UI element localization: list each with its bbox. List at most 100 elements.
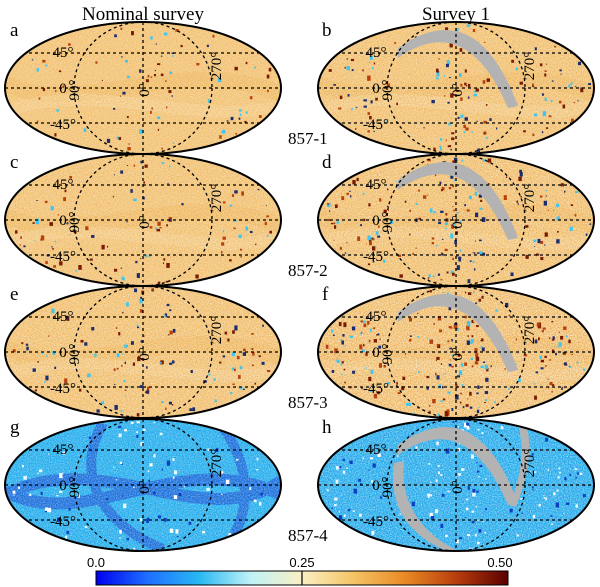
map-pixel	[533, 239, 537, 243]
lon-label-90: 90°	[380, 80, 396, 101]
lat-label-minus-45: -45°	[363, 514, 389, 530]
map-pixel	[438, 221, 442, 225]
map-pixel	[543, 496, 546, 499]
map-pixel	[428, 274, 431, 278]
map-pixel	[539, 195, 543, 198]
map-pixel	[439, 181, 442, 185]
map-pixel	[328, 69, 332, 72]
map-pixel	[146, 386, 150, 391]
map-pixel	[367, 130, 370, 133]
map-pixel	[418, 189, 420, 192]
map-pixel	[327, 203, 329, 205]
map-pixel	[550, 100, 553, 102]
map-pixel	[401, 386, 405, 391]
map-pixel	[484, 402, 486, 404]
map-pixel	[222, 236, 226, 240]
map-pixel	[453, 209, 455, 212]
map-pixel	[140, 258, 142, 260]
map-pixel	[136, 413, 140, 417]
map-pixel	[339, 515, 343, 520]
map-pixel	[119, 95, 122, 97]
map-pixel	[26, 346, 29, 351]
map-pixel	[336, 221, 340, 224]
map-pixel	[465, 507, 469, 511]
map-pixel	[180, 44, 183, 48]
meridian-90-270	[73, 154, 213, 286]
map-pixel	[434, 174, 437, 176]
panel-label-b: b	[322, 20, 332, 41]
map-pixel	[486, 367, 489, 372]
map-pixel	[480, 346, 483, 349]
map-pixel	[478, 239, 482, 242]
map-pixel	[545, 195, 547, 197]
map-pixel	[436, 70, 440, 74]
map-pixel	[84, 525, 88, 529]
map-pixel	[437, 465, 440, 467]
map-pixel	[447, 391, 451, 394]
map-pixel	[221, 493, 223, 495]
map-pixel	[548, 337, 551, 339]
map-pixel	[140, 340, 143, 343]
map-pixel	[469, 406, 473, 409]
map-pixel	[520, 498, 523, 500]
map-pixel	[415, 446, 418, 449]
map-pixel	[335, 479, 339, 484]
panel-label-a: a	[10, 20, 19, 41]
map-pixel	[124, 389, 127, 391]
map-pixel	[121, 276, 125, 281]
lon-label-0: 0°	[450, 215, 466, 229]
map-pixel	[450, 93, 454, 98]
map-pixel	[542, 327, 546, 330]
map-pixel	[494, 400, 496, 404]
map-panel-c: 45° 0 -45° 90° 0° 270°	[4, 153, 282, 287]
map-pixel	[483, 131, 487, 135]
map-pixel	[369, 457, 374, 460]
map-pixel	[68, 43, 71, 46]
map-pixel	[453, 179, 456, 182]
map-pixel	[541, 131, 544, 134]
map-pixel	[128, 143, 130, 145]
map-pixel	[363, 99, 367, 102]
map-pixel	[397, 254, 402, 257]
map-pixel	[195, 274, 199, 279]
map-pixel	[461, 468, 465, 471]
map-pixel	[178, 492, 182, 497]
map-pixel	[471, 319, 474, 323]
map-pixel	[234, 66, 238, 71]
map-pixel	[409, 209, 412, 212]
map-pixel	[351, 326, 356, 331]
map-pixel	[417, 312, 419, 314]
map-pixel	[347, 509, 351, 512]
map-pixel	[472, 488, 476, 493]
map-pixel	[472, 321, 475, 324]
map-pixel	[385, 120, 387, 122]
map-pixel	[94, 353, 97, 357]
map-pixel	[446, 60, 450, 65]
map-pixel	[451, 224, 455, 229]
map-pixel	[34, 389, 37, 392]
map-pixel	[467, 335, 469, 338]
map-pixel	[437, 413, 440, 416]
map-pixel	[477, 385, 480, 389]
map-pixel	[445, 27, 449, 31]
map-pixel	[165, 407, 167, 410]
map-pixel	[474, 191, 478, 196]
map-pixel	[546, 127, 549, 129]
map-pixel	[441, 189, 443, 192]
map-pixel	[412, 252, 415, 255]
map-pixel	[475, 302, 477, 305]
lon-label-0: 0°	[137, 480, 153, 494]
map-pixel	[333, 334, 335, 337]
map-pixel	[333, 222, 336, 225]
map-pixel	[232, 383, 235, 385]
map-pixel	[458, 257, 462, 262]
map-pixel	[351, 108, 353, 111]
map-pixel	[153, 491, 156, 495]
map-pixel	[478, 194, 483, 198]
map-pixel	[156, 228, 161, 232]
map-pixel	[383, 259, 386, 263]
map-pixel	[474, 361, 479, 365]
map-pixel	[583, 368, 586, 371]
map-pixel	[79, 376, 81, 378]
map-pixel	[360, 331, 363, 334]
